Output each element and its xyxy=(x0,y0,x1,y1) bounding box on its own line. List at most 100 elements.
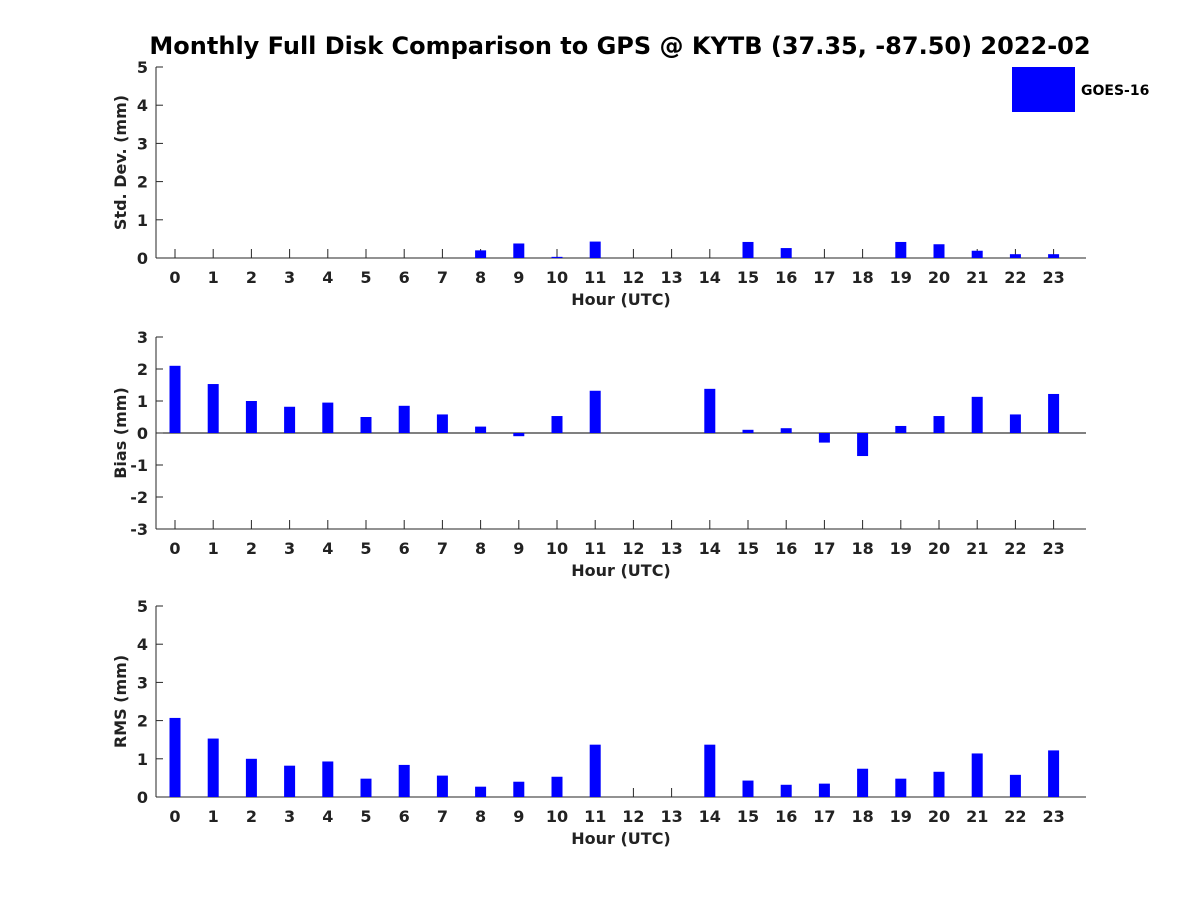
bar-rms-hour-11 xyxy=(589,744,601,797)
x-tick-label: 23 xyxy=(1042,268,1064,287)
y-tick-label: 5 xyxy=(137,597,148,616)
bar-stddev-hour-10 xyxy=(551,256,563,258)
x-tick-label: 6 xyxy=(399,268,410,287)
bar-bias-hour-21 xyxy=(971,396,983,433)
bar-stddev-hour-20 xyxy=(933,244,945,258)
bar-rms-hour-8 xyxy=(475,786,487,797)
x-tick-label: 15 xyxy=(737,268,759,287)
x-tick-label: 16 xyxy=(775,807,797,826)
y-tick-label: -3 xyxy=(130,520,148,539)
bar-rms-hour-14 xyxy=(704,744,716,797)
bar-rms-hour-18 xyxy=(857,768,869,797)
x-tick-label: 19 xyxy=(890,807,912,826)
bar-rms-hour-22 xyxy=(1009,774,1021,797)
x-tick-label: 23 xyxy=(1042,539,1064,558)
bar-bias-hour-9 xyxy=(513,433,525,437)
x-tick-label: 16 xyxy=(775,539,797,558)
x-tick-label: 5 xyxy=(360,268,371,287)
legend-swatch xyxy=(1012,67,1075,112)
x-tick-label: 19 xyxy=(890,539,912,558)
bar-bias-hour-2 xyxy=(245,401,257,433)
x-tick-label: 0 xyxy=(169,807,180,826)
x-tick-label: 1 xyxy=(208,268,219,287)
legend: GOES-16 xyxy=(1012,67,1149,112)
bar-bias-hour-7 xyxy=(436,414,448,433)
x-tick-label: 19 xyxy=(890,268,912,287)
y-tick-label: 1 xyxy=(137,211,148,230)
x-tick-label: 21 xyxy=(966,807,988,826)
bar-rms-hour-17 xyxy=(818,783,830,797)
chart-title: Monthly Full Disk Comparison to GPS @ KY… xyxy=(149,32,1090,60)
x-tick-label: 15 xyxy=(737,807,759,826)
x-tick-label: 8 xyxy=(475,539,486,558)
bar-bias-hour-6 xyxy=(398,405,410,433)
y-tick-label: 0 xyxy=(137,249,148,268)
bar-stddev-hour-8 xyxy=(475,250,487,258)
y-tick-label: 3 xyxy=(137,134,148,153)
x-tick-label: 16 xyxy=(775,268,797,287)
x-tick-label: 14 xyxy=(699,268,721,287)
x-tick-label: 12 xyxy=(622,539,644,558)
bar-rms-hour-19 xyxy=(895,778,907,797)
x-tick-label: 5 xyxy=(360,807,371,826)
bar-bias-hour-16 xyxy=(780,428,792,433)
bar-bias-hour-18 xyxy=(857,433,869,457)
x-tick-label: 8 xyxy=(475,268,486,287)
x-tick-label: 11 xyxy=(584,807,606,826)
bar-rms-hour-4 xyxy=(322,761,334,797)
x-tick-label: 4 xyxy=(322,539,333,558)
x-axis-label: Hour (UTC) xyxy=(571,829,671,848)
y-axis-label: RMS (mm) xyxy=(111,655,130,748)
bar-stddev-hour-15 xyxy=(742,241,754,258)
x-axis-label: Hour (UTC) xyxy=(571,561,671,580)
bar-rms-hour-16 xyxy=(780,784,792,797)
x-tick-label: 1 xyxy=(208,807,219,826)
x-tick-label: 13 xyxy=(660,539,682,558)
bar-bias-hour-0 xyxy=(169,365,181,433)
x-tick-label: 12 xyxy=(622,807,644,826)
x-tick-label: 21 xyxy=(966,268,988,287)
y-axis-label: Bias (mm) xyxy=(111,387,130,479)
x-tick-label: 18 xyxy=(851,807,873,826)
y-tick-label: -2 xyxy=(130,488,148,507)
bar-bias-hour-8 xyxy=(475,426,487,433)
bar-bias-hour-23 xyxy=(1048,393,1060,433)
bar-stddev-hour-9 xyxy=(513,243,525,258)
x-tick-label: 2 xyxy=(246,539,257,558)
x-tick-label: 4 xyxy=(322,807,333,826)
x-tick-label: 8 xyxy=(475,807,486,826)
bar-bias-hour-1 xyxy=(207,384,219,433)
y-tick-label: 2 xyxy=(137,712,148,731)
x-tick-label: 23 xyxy=(1042,807,1064,826)
bar-bias-hour-14 xyxy=(704,388,716,433)
y-tick-label: 0 xyxy=(137,788,148,807)
x-tick-label: 10 xyxy=(546,807,568,826)
bar-stddev-hour-16 xyxy=(780,248,792,258)
bar-bias-hour-15 xyxy=(742,429,754,433)
x-tick-label: 2 xyxy=(246,268,257,287)
x-tick-label: 12 xyxy=(622,268,644,287)
y-tick-label: 4 xyxy=(137,635,148,654)
x-tick-label: 18 xyxy=(851,539,873,558)
x-tick-label: 9 xyxy=(513,539,524,558)
x-tick-label: 17 xyxy=(813,268,835,287)
bar-rms-hour-3 xyxy=(284,765,296,797)
x-tick-label: 21 xyxy=(966,539,988,558)
bar-rms-hour-5 xyxy=(360,778,372,797)
x-tick-label: 9 xyxy=(513,268,524,287)
bar-rms-hour-7 xyxy=(436,775,448,797)
x-tick-label: 4 xyxy=(322,268,333,287)
x-tick-label: 14 xyxy=(699,539,721,558)
bar-rms-hour-10 xyxy=(551,776,563,797)
x-tick-label: 17 xyxy=(813,807,835,826)
bar-bias-hour-4 xyxy=(322,402,334,433)
bar-rms-hour-1 xyxy=(207,738,219,797)
x-tick-label: 14 xyxy=(699,807,721,826)
bar-rms-hour-20 xyxy=(933,771,945,797)
bar-stddev-hour-11 xyxy=(589,241,601,258)
x-tick-label: 3 xyxy=(284,807,295,826)
bar-bias-hour-5 xyxy=(360,417,372,433)
bar-stddev-hour-23 xyxy=(1048,254,1060,258)
